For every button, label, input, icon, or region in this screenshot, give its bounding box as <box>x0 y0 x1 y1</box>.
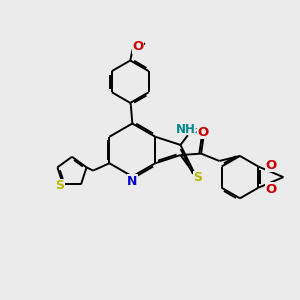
Text: O: O <box>266 183 277 196</box>
Text: O: O <box>132 40 144 53</box>
Text: NH₂: NH₂ <box>176 123 201 136</box>
Text: N: N <box>127 175 137 188</box>
Text: O: O <box>266 159 277 172</box>
Text: S: S <box>55 179 64 192</box>
Text: O: O <box>198 126 209 139</box>
Text: S: S <box>193 172 202 184</box>
